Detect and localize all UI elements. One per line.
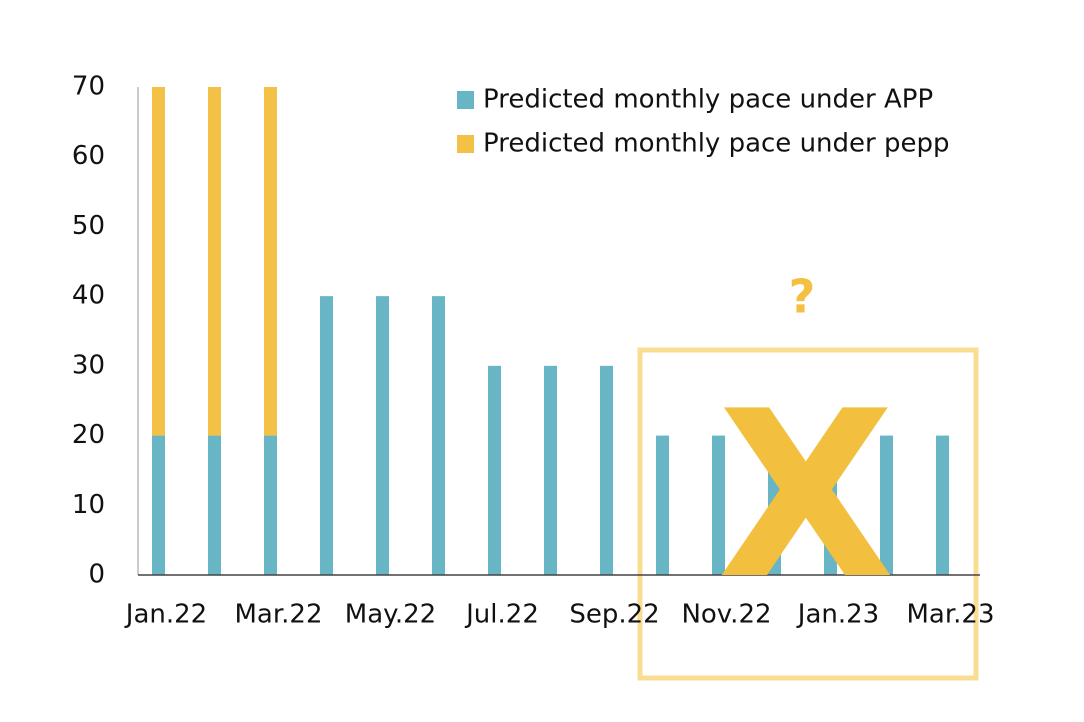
x-tick-label: Nov.22 [681,600,771,630]
bar-segment [152,87,165,436]
x-tick-label: Jan.23 [796,600,879,630]
y-tick-label: 70 [72,72,105,102]
bar-segment [152,435,165,575]
bar-segment [320,296,333,575]
annotation: ? [789,270,816,324]
bar-segment [432,296,445,575]
bar-segment [208,87,221,436]
y-tick-label: 60 [72,141,105,171]
highlight-box [637,347,979,681]
y-tick-label: 30 [72,350,105,380]
legend-swatch [457,135,474,153]
bar-segment [768,435,781,575]
bar-segment [656,435,669,575]
x-tick-label: May.22 [345,600,436,630]
bar-segment [600,365,613,575]
y-tick-label: 20 [72,420,105,450]
bar-segment [936,435,949,575]
bar-segment [208,435,221,575]
x-tick-label: Mar.23 [906,600,994,630]
bar-segment [488,365,501,575]
y-tick-label: 40 [72,281,105,311]
x-tick-label: Jul.22 [464,600,539,630]
legend-label: Predicted monthly pace under pepp [483,129,950,159]
bar-segment [712,435,725,575]
legend-label: Predicted monthly pace under APP [483,85,933,115]
x-tick-label: Mar.22 [234,600,322,630]
x-tick-label: Jan.22 [124,600,207,630]
bar-segment [376,296,389,575]
bar-segment [880,435,893,575]
bar-segment [544,365,557,575]
y-tick-label: 10 [72,490,105,520]
y-tick-label: 50 [72,211,105,241]
x-tick-label: Sep.22 [569,600,659,630]
y-tick-label: 0 [88,560,105,590]
bar-segment [824,435,837,575]
legend-swatch [457,91,474,109]
annotation: X [717,363,894,630]
bar-segment [264,87,277,436]
bar-segment [264,435,277,575]
